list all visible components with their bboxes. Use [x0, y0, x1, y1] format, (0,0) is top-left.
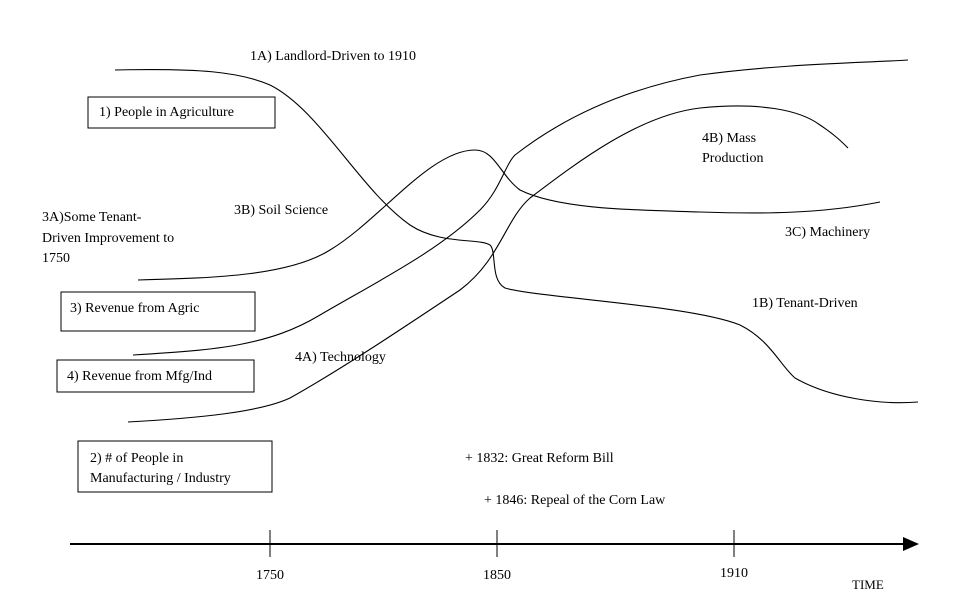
curve-label: Production: [702, 151, 763, 166]
box: [87, 96, 276, 129]
axis-title: TIME: [852, 577, 884, 592]
curve-label: 3B) Soil Science: [234, 203, 328, 218]
manufacturing-revenue-curve: [132, 59, 909, 356]
curve-label: Driven Improvement to: [42, 231, 174, 246]
curve-label: 3A)Some Tenant-: [42, 210, 142, 225]
curve-label: 3C) Machinery: [785, 225, 870, 240]
curve-label: 1750: [42, 251, 70, 266]
box-label: 3) Revenue from Agric: [70, 301, 199, 316]
agriculture-people-curve: [114, 68, 919, 404]
box-label: 4) Revenue from Mfg/Ind: [67, 369, 212, 384]
manufacturing-people-curve: [127, 105, 849, 423]
box: [60, 291, 256, 332]
curve-label: 4B) Mass: [702, 131, 756, 146]
axis-tick-label: 1910: [720, 566, 748, 581]
box-label: Manufacturing / Industry: [90, 471, 231, 486]
axis-arrow: [903, 537, 919, 551]
curve-label: 1A) Landlord-Driven to 1910: [250, 49, 416, 64]
curve-label: 1B) Tenant-Driven: [752, 296, 858, 311]
box: [77, 440, 273, 493]
agriculture-revenue-curve: [137, 149, 881, 281]
axis-tick-label: 1850: [483, 568, 511, 583]
box-label: 2) # of People in: [90, 451, 183, 466]
box: [56, 359, 255, 393]
event-label: + 1846: Repeal of the Corn Law: [484, 493, 666, 508]
curve-label: 4A) Technology: [295, 350, 386, 365]
event-label: + 1832: Great Reform Bill: [465, 451, 614, 466]
box-label: 1) People in Agriculture: [99, 105, 234, 120]
axis-tick-label: 1750: [256, 568, 284, 583]
